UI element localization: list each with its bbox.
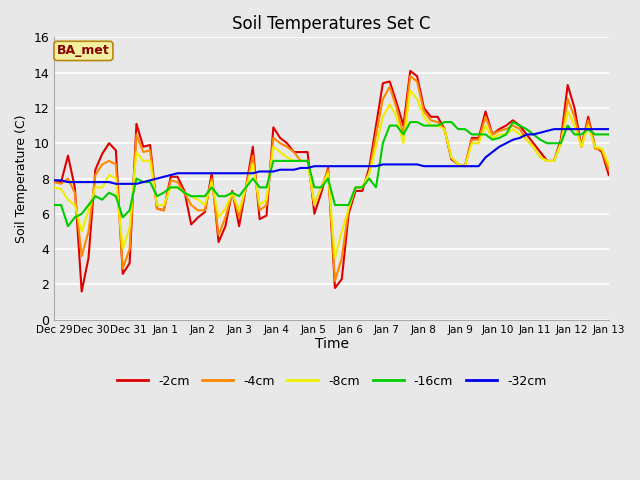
Legend: -2cm, -4cm, -8cm, -16cm, -32cm: -2cm, -4cm, -8cm, -16cm, -32cm <box>112 370 551 393</box>
Title: Soil Temperatures Set C: Soil Temperatures Set C <box>232 15 431 33</box>
Text: BA_met: BA_met <box>57 44 110 58</box>
Y-axis label: Soil Temperature (C): Soil Temperature (C) <box>15 114 28 243</box>
X-axis label: Time: Time <box>314 337 349 351</box>
